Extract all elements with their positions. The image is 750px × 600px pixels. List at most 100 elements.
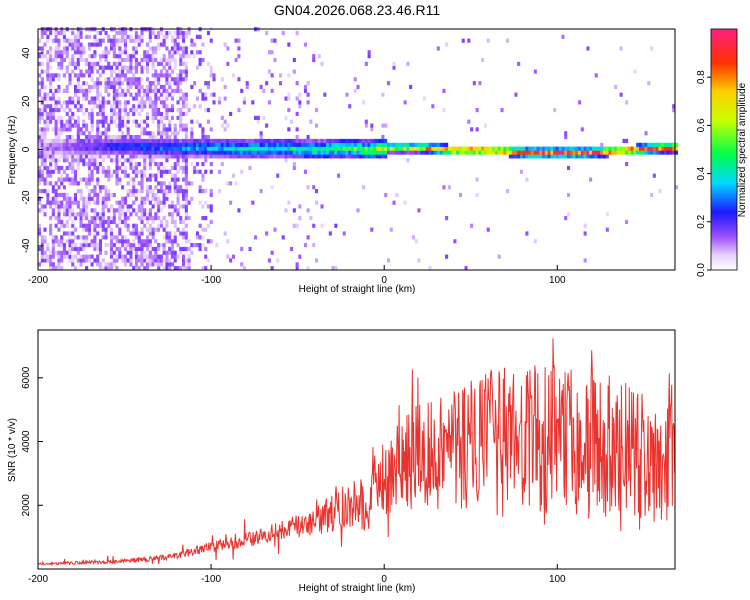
spectrogram-cell bbox=[85, 146, 89, 151]
spectrogram-cell bbox=[251, 100, 255, 105]
spectrogram-cell bbox=[306, 146, 310, 151]
spectrogram-cell bbox=[132, 81, 136, 86]
spectrogram-cell bbox=[76, 81, 80, 86]
spectrogram-cell bbox=[123, 219, 127, 225]
spectrogram-cell bbox=[242, 154, 246, 159]
spectrogram-cell bbox=[187, 239, 191, 244]
spectrogram-cell bbox=[85, 138, 89, 144]
spectrogram-cell bbox=[295, 146, 299, 151]
spectrogram-cell bbox=[201, 162, 205, 167]
spectrogram-cell bbox=[240, 150, 244, 155]
spectrogram-cell bbox=[107, 34, 111, 39]
spectrogram-cell bbox=[112, 142, 116, 147]
spectrogram-cell bbox=[115, 223, 119, 228]
spectrogram-cell bbox=[38, 46, 42, 51]
spectrogram-cell bbox=[381, 154, 385, 159]
spectrogram-cell bbox=[176, 154, 180, 159]
spectrogram-cell bbox=[46, 57, 50, 63]
spectrogram-cell bbox=[190, 150, 194, 155]
spectrogram-cell bbox=[148, 150, 152, 155]
spectrogram-cell bbox=[132, 177, 136, 182]
spectrogram-cell bbox=[118, 158, 122, 163]
spectrogram-cell bbox=[459, 192, 463, 198]
spectrogram-cell bbox=[184, 266, 188, 271]
spectrogram-cell bbox=[115, 61, 119, 66]
spectrogram-cell bbox=[162, 73, 166, 78]
spectrogram-cell bbox=[644, 146, 648, 151]
spectrogram-cell bbox=[226, 181, 230, 186]
spectrogram-cell bbox=[115, 30, 119, 36]
spectrogram-cell bbox=[182, 46, 186, 51]
spectrogram-cell bbox=[539, 154, 543, 159]
spectrogram-cell bbox=[68, 123, 72, 128]
spectrogram-cell bbox=[290, 142, 294, 147]
spectrogram-cell bbox=[179, 61, 183, 66]
spectrogram-cell bbox=[159, 73, 163, 78]
spectrogram-cell bbox=[622, 138, 626, 144]
spectrogram-cell bbox=[270, 50, 274, 55]
spectrogram-cell bbox=[567, 192, 571, 198]
spectrogram-cell bbox=[49, 108, 53, 113]
spectrogram-cell bbox=[303, 169, 307, 174]
spectrogram-cell bbox=[98, 150, 102, 155]
spectrogram-cell bbox=[622, 150, 626, 155]
spectrogram-cell bbox=[165, 135, 169, 140]
spectrogram-cell bbox=[57, 185, 61, 190]
spectrogram-cell bbox=[146, 42, 150, 47]
spectrogram-cell bbox=[220, 115, 224, 120]
spectrogram-cell bbox=[54, 119, 58, 124]
spectrogram-cell bbox=[110, 246, 114, 252]
spectrogram-cell bbox=[151, 227, 155, 232]
spectrogram-cell bbox=[312, 150, 316, 155]
spectrogram-cell bbox=[417, 146, 421, 151]
spectrogram-cell bbox=[472, 150, 476, 155]
spectrogram-cell bbox=[162, 246, 166, 252]
spectrogram-cell bbox=[182, 92, 186, 97]
spectrogram-cell bbox=[176, 138, 180, 144]
spectrogram-cell bbox=[206, 119, 210, 124]
spectrogram-cell bbox=[107, 138, 111, 144]
spectrogram-cell bbox=[206, 84, 210, 90]
spectrogram-cell bbox=[140, 177, 144, 182]
spectrogram-cell bbox=[265, 231, 269, 236]
spectrogram-cell bbox=[170, 96, 174, 101]
spectrogram-cell bbox=[40, 169, 44, 174]
spectrogram-cell bbox=[639, 142, 643, 147]
spectrogram-cell bbox=[118, 108, 122, 113]
spectrogram-cell bbox=[54, 135, 58, 140]
spectrogram-cell bbox=[148, 54, 152, 59]
spectrogram-cell bbox=[129, 189, 133, 194]
spectrogram-cell bbox=[281, 138, 285, 144]
spectrogram-cell bbox=[544, 154, 548, 159]
spectrogram-cell bbox=[137, 81, 141, 86]
spectrogram-cell bbox=[267, 258, 271, 263]
spectrogram-cell bbox=[68, 216, 72, 221]
spectrogram-cell bbox=[134, 38, 138, 43]
spectrogram-cell bbox=[375, 146, 379, 151]
spectrogram-cell bbox=[90, 142, 94, 147]
spectrogram-cell bbox=[148, 231, 152, 236]
spectrogram-cell bbox=[206, 146, 210, 151]
spectrogram-cell bbox=[168, 127, 172, 132]
spectrogram-cell bbox=[76, 115, 80, 120]
spectrogram-cell bbox=[134, 165, 138, 171]
spectrogram-cell bbox=[472, 81, 476, 86]
spectrogram-cell bbox=[184, 189, 188, 194]
spectrogram-cell bbox=[60, 250, 64, 255]
spectrogram-cell bbox=[306, 185, 310, 190]
spectrogram-cell bbox=[639, 150, 643, 155]
spectrogram-cell bbox=[126, 181, 130, 186]
spectrogram-cell bbox=[43, 54, 47, 59]
spectrogram-cell bbox=[157, 42, 161, 47]
spectrogram-cell bbox=[126, 258, 130, 263]
spectrogram-cell bbox=[79, 196, 83, 201]
spectrogram-cell bbox=[96, 38, 100, 43]
spectrogram-cell bbox=[110, 108, 114, 113]
spectrogram-cell bbox=[146, 262, 150, 267]
spectrogram-cell bbox=[162, 57, 166, 63]
spectrogram-cell bbox=[176, 192, 180, 198]
spectrogram-cell bbox=[209, 204, 213, 209]
spectrogram-cell bbox=[76, 154, 80, 159]
spectrogram-cell bbox=[342, 142, 346, 147]
spectrogram-cell bbox=[619, 92, 623, 97]
